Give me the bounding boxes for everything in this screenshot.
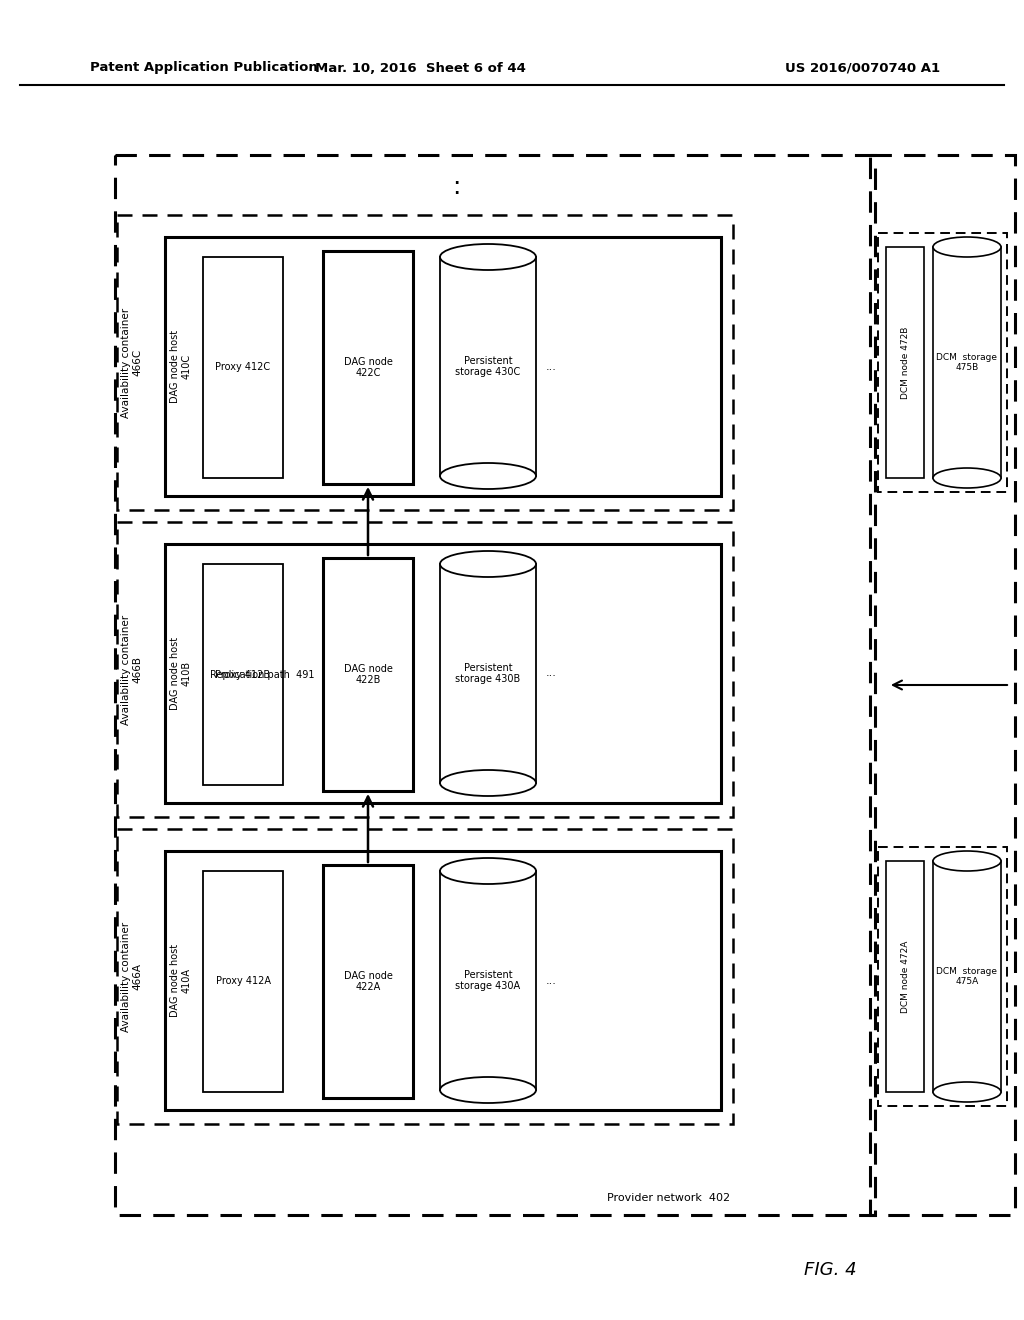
Bar (886, 861, 924, 1092)
Bar (165, 238, 721, 496)
Bar (323, 865, 413, 1098)
Text: Replication path  491: Replication path 491 (211, 669, 315, 680)
Text: DCM node 472A: DCM node 472A (900, 940, 909, 1012)
Bar (117, 829, 733, 1125)
Ellipse shape (440, 1077, 536, 1104)
Bar (878, 847, 1007, 1106)
Ellipse shape (933, 238, 1001, 257)
Ellipse shape (440, 550, 536, 577)
Ellipse shape (933, 469, 1001, 488)
Bar (440, 871, 536, 1090)
Text: Proxy 412B: Proxy 412B (215, 669, 270, 680)
Ellipse shape (933, 851, 1001, 871)
Bar (115, 154, 874, 1214)
Text: DCM  storage
475A: DCM storage 475A (937, 966, 997, 986)
Text: Persistent
storage 430C: Persistent storage 430C (456, 355, 520, 378)
Text: DAG node
422B: DAG node 422B (344, 664, 392, 685)
Bar (933, 247, 1001, 478)
Text: US 2016/0070740 A1: US 2016/0070740 A1 (784, 62, 940, 74)
Text: Persistent
storage 430B: Persistent storage 430B (456, 663, 520, 684)
Bar (870, 154, 1015, 1214)
Text: Availability container
466B: Availability container 466B (121, 614, 142, 725)
Text: Patent Application Publication: Patent Application Publication (90, 62, 317, 74)
Text: Consensus-based DCM cluster  490: Consensus-based DCM cluster 490 (1022, 586, 1024, 783)
Text: DCM  storage
475B: DCM storage 475B (937, 352, 997, 372)
Text: DAG node
422C: DAG node 422C (344, 356, 392, 379)
Ellipse shape (440, 244, 536, 271)
Text: FIG. 4: FIG. 4 (804, 1261, 856, 1279)
Text: DAG node
422A: DAG node 422A (344, 970, 392, 993)
Ellipse shape (440, 858, 536, 884)
Text: :: : (452, 176, 460, 199)
Bar (165, 544, 721, 803)
Bar (117, 521, 733, 817)
Bar (933, 861, 1001, 1092)
Text: Availability container
466C: Availability container 466C (121, 308, 142, 417)
Text: Mar. 10, 2016  Sheet 6 of 44: Mar. 10, 2016 Sheet 6 of 44 (314, 62, 525, 74)
Text: DAG node host
410C: DAG node host 410C (170, 330, 191, 403)
Text: ...: ... (546, 975, 557, 986)
Ellipse shape (440, 463, 536, 488)
Text: Availability container
466A: Availability container 466A (121, 921, 142, 1031)
Bar (440, 564, 536, 783)
Text: DAG node host
410B: DAG node host 410B (170, 638, 191, 710)
Bar (203, 871, 283, 1092)
Ellipse shape (933, 1082, 1001, 1102)
Text: DAG node host
410A: DAG node host 410A (170, 944, 191, 1018)
Bar (878, 234, 1007, 492)
Text: Persistent
storage 430A: Persistent storage 430A (456, 970, 520, 991)
Text: DCM node 472B: DCM node 472B (900, 326, 909, 399)
Bar (440, 257, 536, 477)
Ellipse shape (440, 770, 536, 796)
Text: Provider network  402: Provider network 402 (607, 1193, 730, 1203)
Text: ...: ... (546, 362, 557, 371)
Bar (117, 215, 733, 510)
Text: Proxy 412C: Proxy 412C (215, 363, 270, 372)
Bar (886, 247, 924, 478)
Bar (203, 564, 283, 785)
Text: Proxy 412A: Proxy 412A (215, 977, 270, 986)
Bar (203, 257, 283, 478)
Text: ...: ... (546, 668, 557, 678)
Bar (165, 851, 721, 1110)
Bar (323, 251, 413, 484)
Bar (323, 558, 413, 791)
